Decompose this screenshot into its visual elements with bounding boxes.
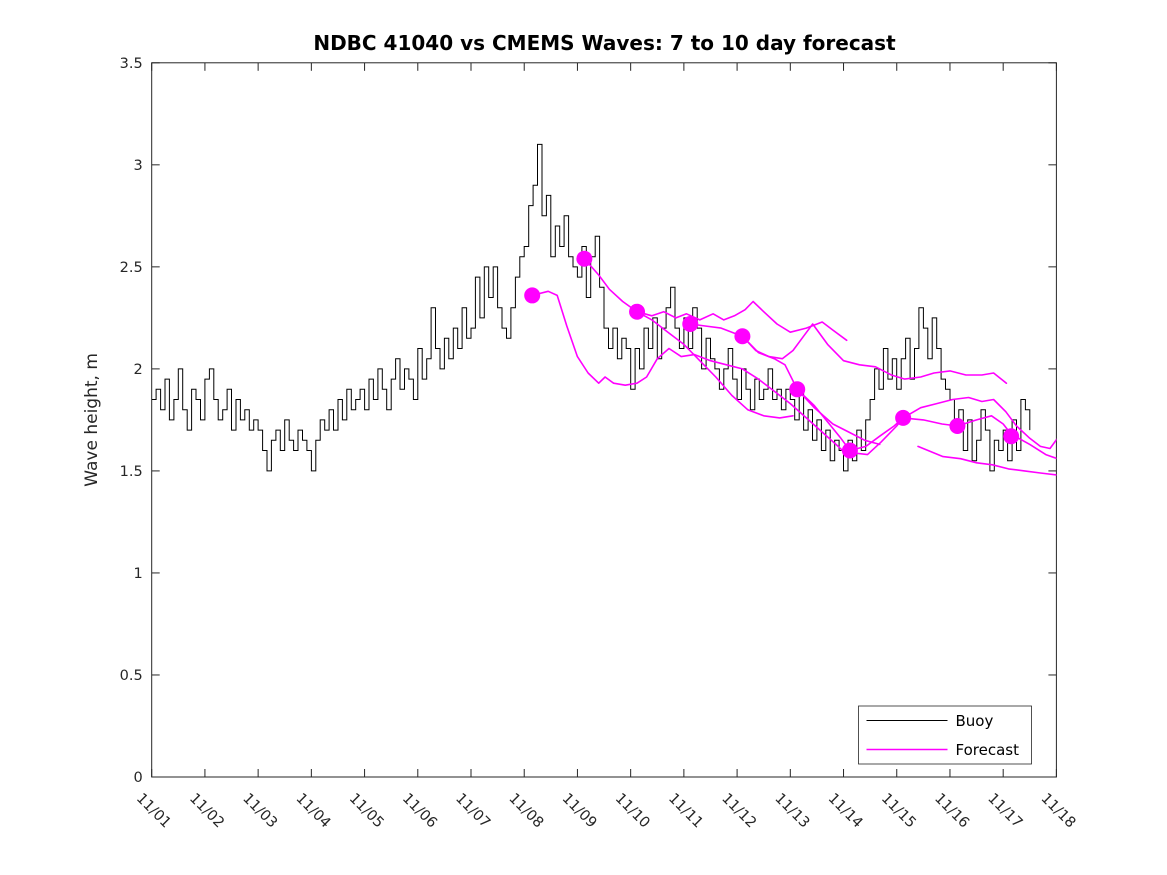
y-tick-label: 3 <box>133 158 142 174</box>
x-tick-label: 11/06 <box>399 791 440 832</box>
x-tick-label: 11/17 <box>984 791 1025 832</box>
forecast-dot <box>524 287 541 304</box>
x-tick-label: 11/05 <box>346 791 387 832</box>
x-tick-label: 11/18 <box>1038 791 1079 832</box>
forecast-dot <box>949 418 966 435</box>
x-tick-label: 11/10 <box>612 791 653 832</box>
forecast-dot <box>895 409 912 426</box>
x-tick-label: 11/09 <box>559 791 600 832</box>
chart-title: NDBC 41040 vs CMEMS Waves: 7 to 10 day f… <box>313 31 896 55</box>
x-tick-label: 11/13 <box>771 791 812 832</box>
forecast-dot <box>841 442 858 459</box>
forecast-dot <box>629 303 646 320</box>
y-tick-label: 2 <box>133 362 142 378</box>
forecast-line <box>531 290 850 458</box>
forecast-dot <box>682 315 699 332</box>
plot-box <box>151 62 1057 778</box>
legend-label-buoy: Buoy <box>956 712 994 730</box>
y-tick-label: 3.5 <box>120 56 143 72</box>
legend-label-forecast: Forecast <box>956 741 1020 759</box>
y-axis-label: Wave height, m <box>82 353 102 487</box>
x-tick-label: 11/11 <box>665 791 706 832</box>
forecast-dot <box>1003 428 1020 445</box>
legend-box <box>858 705 1032 765</box>
forecast-dot <box>789 381 806 398</box>
x-tick-label: 11/02 <box>186 791 227 832</box>
x-tick-label: 11/07 <box>452 791 493 832</box>
x-tick-label: 11/03 <box>239 791 280 832</box>
forecast-line <box>741 335 881 446</box>
y-tick-label: 1 <box>133 566 142 582</box>
forecast-line <box>796 388 1057 460</box>
y-tick-label: 2.5 <box>120 260 143 276</box>
forecast-dot <box>576 250 593 267</box>
x-tick-label: 11/01 <box>133 791 174 832</box>
x-tick-label: 11/15 <box>878 791 919 832</box>
x-tick-label: 11/12 <box>718 791 759 832</box>
forecast-line <box>636 300 848 342</box>
forecast-line <box>583 257 794 419</box>
x-tick-label: 11/08 <box>505 791 546 832</box>
x-tick-label: 11/04 <box>293 791 334 832</box>
forecast-line <box>917 445 1057 476</box>
x-tick-label: 11/14 <box>825 791 866 832</box>
y-tick-label: 0.5 <box>120 668 143 684</box>
forecast-line <box>849 396 1057 456</box>
forecast-dot <box>734 328 751 345</box>
x-tick-label: 11/16 <box>931 791 972 832</box>
y-tick-label: 0 <box>133 770 142 786</box>
y-tick-label: 1.5 <box>120 464 143 480</box>
